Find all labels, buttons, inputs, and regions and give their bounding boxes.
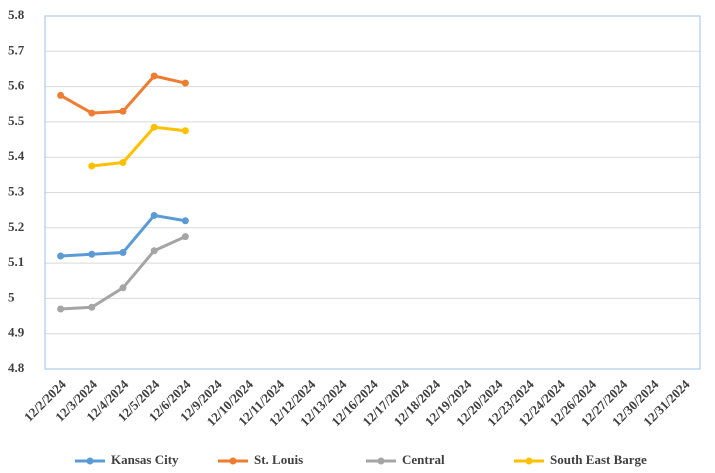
legend-marker	[377, 457, 385, 465]
point	[57, 252, 65, 260]
point	[88, 250, 96, 258]
point	[181, 127, 189, 135]
point	[57, 305, 65, 313]
legend-label: St. Louis	[254, 452, 303, 467]
point	[88, 109, 96, 117]
y-tick-label: 5.4	[8, 148, 25, 163]
point	[119, 284, 127, 292]
point	[150, 123, 158, 131]
point	[181, 217, 189, 225]
y-tick-label: 5.7	[8, 42, 25, 57]
y-tick-label: 5.2	[8, 219, 24, 234]
series-line	[91, 125, 186, 168]
y-tick-label: 5.3	[8, 183, 25, 198]
point	[119, 249, 127, 257]
y-tick-label: 5.6	[8, 78, 25, 93]
y-tick-label: 5.1	[8, 254, 24, 269]
point	[88, 303, 96, 311]
y-tick-label: 5	[8, 289, 15, 304]
point	[181, 233, 189, 241]
legend-marker	[229, 457, 237, 465]
plot-border	[44, 15, 701, 370]
point	[119, 107, 127, 115]
point	[119, 158, 127, 166]
point	[150, 72, 158, 80]
point	[88, 162, 96, 170]
legend-label: Central	[402, 452, 445, 467]
legend-label: Kansas City	[111, 452, 179, 467]
legend-marker	[86, 457, 94, 465]
point	[181, 79, 189, 87]
point	[150, 211, 158, 219]
point	[57, 91, 65, 99]
point	[150, 247, 158, 255]
y-tick-label: 4.8	[8, 360, 25, 375]
y-tick-label: 5.8	[8, 7, 25, 22]
y-tick-label: 4.9	[8, 325, 25, 340]
legend-label: South East Barge	[550, 452, 647, 467]
legend-marker	[525, 457, 533, 465]
y-tick-label: 5.5	[8, 113, 25, 128]
